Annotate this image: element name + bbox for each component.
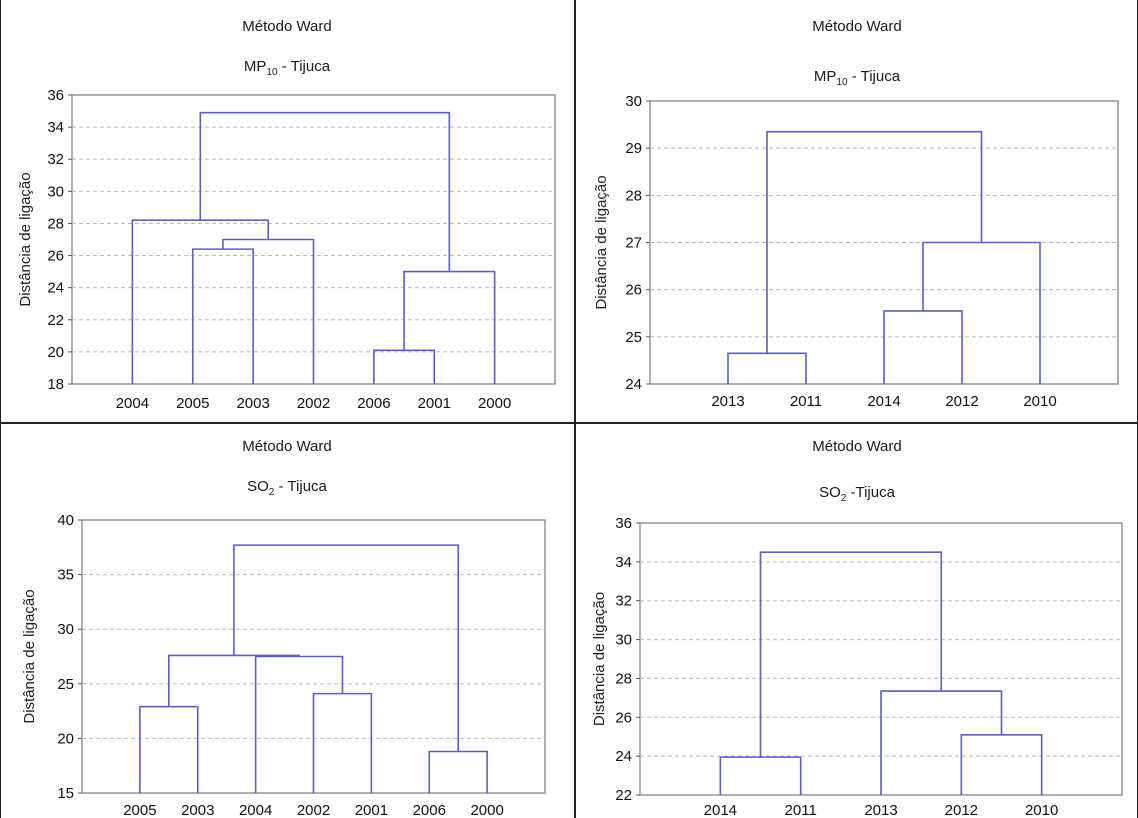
dendrogram-plot: 15 20 25 30 35 40 Distância de ligação 2005 2003… — [21, 512, 546, 818]
leaf-label: 2013 — [711, 393, 744, 410]
y-tick-label: 30 — [47, 183, 64, 200]
y-axis-label: Distância de ligação — [21, 589, 38, 723]
leaf-label: 2011 — [785, 802, 817, 818]
y-tick-label: 34 — [47, 119, 64, 136]
dendrogram-link — [168, 654, 300, 707]
dendrogram-link — [883, 310, 963, 384]
y-tick-label: 24 — [47, 280, 64, 297]
leaf-label: 2004 — [239, 802, 272, 818]
leaf-label: 2002 — [297, 395, 330, 412]
dendrogram-panel-so2-2000-2006: Método Ward SO2 - Tijuca 15 20 25 30 35 40 Dis… — [0, 424, 574, 818]
panel-title: Método Ward — [242, 438, 332, 455]
y-tick-label: 26 — [47, 248, 64, 265]
y-tick-label: 27 — [625, 235, 642, 252]
leaf-label: 2003 — [236, 395, 269, 412]
leaf-label: 2006 — [413, 802, 446, 818]
panel-subtitle: MP10 - Tijuca — [243, 58, 331, 78]
y-tick-label: 24 — [615, 748, 632, 765]
y-tick-label: 32 — [615, 593, 632, 610]
y-tick-label: 34 — [615, 554, 632, 571]
dendrogram-link — [428, 750, 488, 793]
y-tick-label: 30 — [625, 93, 642, 110]
leaf-label: 2012 — [945, 802, 978, 818]
vertical-divider — [574, 0, 576, 818]
y-tick-label: 20 — [57, 730, 74, 747]
panel-title: Método Ward — [812, 18, 902, 35]
dendrogram-link — [233, 544, 459, 752]
dendrogram-panel-mp10-2000-2006: Método Ward MP10 - Tijuca 18 20 22 24 26 28 30… — [0, 0, 574, 422]
leaf-label: 2000 — [470, 802, 503, 818]
y-tick-label: 15 — [57, 785, 74, 802]
y-tick-label: 32 — [47, 151, 64, 168]
y-tick-label: 25 — [625, 329, 642, 346]
y-tick-label: 36 — [615, 515, 632, 532]
y-tick-label: 22 — [47, 312, 64, 329]
y-tick-label: 20 — [47, 344, 64, 361]
y-tick-label: 26 — [615, 709, 632, 726]
dendrogram-plot: 18 20 22 24 26 28 30 32 34 36 Distância de ligação… — [17, 87, 556, 412]
y-axis-label: Distância de ligação — [591, 592, 608, 726]
leaf-label: 2000 — [478, 395, 511, 412]
dendrogram-link — [727, 352, 807, 384]
leaf-label: 2010 — [1023, 393, 1056, 410]
leaf-label: 2011 — [790, 393, 822, 410]
y-axis-label: Distância de ligação — [593, 175, 610, 309]
leaf-label: 2001 — [418, 395, 451, 412]
dendrogram-panel-mp10-2010-2014: Método Ward MP10 - Tijuca 24 25 26 27 28 29 30… — [576, 0, 1138, 422]
panel-subtitle: MP10 - Tijuca — [813, 68, 901, 88]
leaf-label: 2003 — [181, 802, 214, 818]
dendrogram-panel-so2-2010-2014: Método Ward SO2 -Tijuca 22 24 26 28 30 32 34 36… — [576, 424, 1138, 818]
dendrogram-link — [199, 111, 451, 272]
y-tick-label: 36 — [47, 87, 64, 104]
y-tick-label: 29 — [625, 140, 642, 157]
dendrogram-plot: 24 25 26 27 28 29 30 Distância de ligação 2013 20… — [593, 93, 1119, 410]
y-tick-label: 18 — [47, 376, 64, 393]
leaf-label: 2002 — [297, 802, 330, 818]
y-tick-label: 26 — [625, 282, 642, 299]
leaf-label: 2005 — [176, 395, 209, 412]
leaf-label: 2004 — [116, 395, 149, 412]
leaf-label: 2012 — [945, 393, 978, 410]
leaf-label: 2010 — [1025, 802, 1058, 818]
leaf-label: 2005 — [123, 802, 156, 818]
y-tick-label: 30 — [615, 632, 632, 649]
y-tick-label: 30 — [57, 621, 74, 638]
leaf-label: 2013 — [864, 802, 897, 818]
leaf-label: 2006 — [357, 395, 390, 412]
dendrogram-plot: 22 24 26 28 30 32 34 36 Distância de ligação 2014… — [591, 515, 1123, 818]
panel-subtitle: SO2 - Tijuca — [247, 478, 327, 498]
dendrogram-link — [766, 130, 983, 354]
panel-subtitle: SO2 -Tijuca — [819, 484, 895, 504]
leaf-label: 2014 — [704, 802, 737, 818]
y-tick-label: 40 — [57, 512, 74, 529]
panel-title: Método Ward — [242, 18, 332, 35]
y-tick-label: 25 — [57, 676, 74, 693]
panel-title: Método Ward — [812, 438, 902, 455]
horizontal-divider — [0, 422, 1138, 424]
y-tick-label: 24 — [625, 376, 642, 393]
left-border — [0, 0, 1, 818]
leaf-label: 2014 — [867, 393, 900, 410]
y-axis-label: Distância de ligação — [17, 172, 34, 306]
y-tick-label: 22 — [615, 787, 632, 804]
y-tick-label: 28 — [625, 187, 642, 204]
y-tick-label: 28 — [47, 215, 64, 232]
dendrogram-link — [759, 551, 943, 758]
y-tick-label: 28 — [615, 670, 632, 687]
leaf-label: 2001 — [355, 802, 388, 818]
y-tick-label: 35 — [57, 567, 74, 584]
